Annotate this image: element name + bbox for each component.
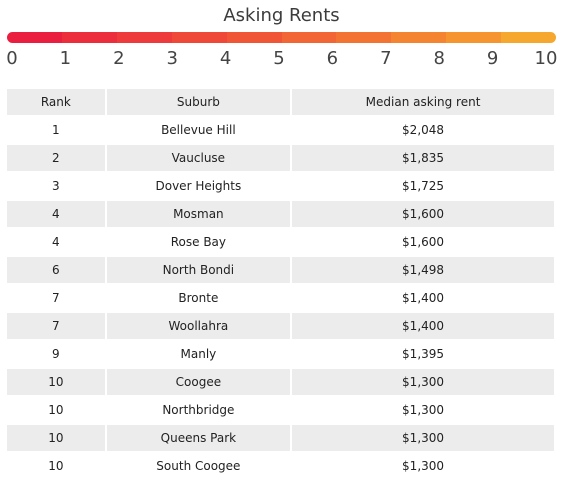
rent-cell: $1,395 [290, 341, 554, 367]
header-suburb: Suburb [104, 89, 291, 115]
header-median-asking-rent: Median asking rent [290, 89, 554, 115]
suburb-cell: Northbridge [104, 397, 290, 423]
rank-cell: 7 [7, 313, 105, 339]
scale-segment [61, 32, 117, 43]
rank-cell: 1 [52, 123, 60, 137]
rent-cell: $1,600 [290, 229, 554, 255]
scale-tick-label: 7 [380, 48, 392, 69]
rank-cell: 2 [7, 145, 105, 171]
table-header-row: Rank Suburb Median asking rent [7, 89, 554, 115]
rent-cell: $1,498 [290, 257, 554, 283]
rank-cell: 9 [52, 347, 60, 361]
scale-tick-label: 5 [273, 48, 285, 69]
rent-cell: $1,300 [290, 453, 554, 479]
suburb-cell: Rose Bay [104, 229, 290, 255]
scale-tick-label: 0 [6, 48, 18, 69]
scale-tick-label: 6 [326, 48, 339, 69]
rank-cell: 7 [52, 291, 60, 305]
scale-tick-label: 9 [486, 48, 499, 69]
rent-cell: $1,300 [290, 425, 554, 451]
color-scale-ticks: 0 1 2 3 4 5 6 7 8 9 10 [0, 48, 567, 72]
scale-segment [171, 32, 227, 43]
scale-segment [501, 32, 556, 43]
table-row: 10 Queens Park $1,300 [7, 425, 554, 451]
scale-tick-label: 8 [433, 48, 445, 69]
scale-segment [226, 32, 282, 43]
scale-tick-label: 1 [59, 48, 72, 69]
suburb-cell: Woollahra [104, 313, 291, 339]
rent-cell: $1,400 [290, 285, 554, 311]
scale-segment [116, 32, 172, 43]
table-row: 2 Vaucluse $1,835 [7, 145, 554, 171]
rank-cell: 10 [7, 425, 105, 451]
rent-cell: $1,300 [290, 397, 554, 423]
table-row: 1 Bellevue Hill $2,048 [7, 117, 554, 143]
scale-segment [336, 32, 392, 43]
suburb-cell: Queens Park [104, 425, 291, 451]
rank-cell: 4 [7, 201, 105, 227]
table-row: 10 Coogee $1,300 [7, 369, 554, 395]
scale-tick-label: 3 [166, 48, 178, 69]
scale-tick-label: 4 [219, 48, 232, 69]
scale-segment [7, 32, 62, 43]
suburb-cell: Bellevue Hill [104, 117, 290, 143]
table-row: 6 North Bondi $1,498 [7, 257, 554, 283]
color-scale-bar [7, 32, 556, 43]
table-row: 7 Woollahra $1,400 [7, 313, 554, 339]
rent-cell: $1,600 [290, 201, 554, 227]
rent-cell: $1,300 [290, 369, 554, 395]
table-row: 4 Rose Bay $1,600 [7, 229, 554, 255]
suburb-cell: Coogee [104, 369, 291, 395]
suburb-cell: Manly [104, 341, 290, 367]
rank-cell: 3 [52, 179, 60, 193]
table-row: 10 Northbridge $1,300 [7, 397, 554, 423]
scale-segment [446, 32, 502, 43]
scale-segment [281, 32, 337, 43]
scale-tick-label: 10 [534, 48, 558, 69]
rank-cell: 6 [7, 257, 105, 283]
rent-cell: $2,048 [290, 117, 554, 143]
rank-cell: 10 [48, 403, 64, 417]
rent-cell: $1,400 [290, 313, 554, 339]
scale-segment [391, 32, 447, 43]
suburb-cell: Vaucluse [104, 145, 291, 171]
table-row: 7 Bronte $1,400 [7, 285, 554, 311]
rank-cell: 4 [52, 235, 60, 249]
rank-cell: 10 [48, 459, 64, 473]
suburb-cell: South Coogee [104, 453, 290, 479]
table-row: 3 Dover Heights $1,725 [7, 173, 554, 199]
table-row: 9 Manly $1,395 [7, 341, 554, 367]
chart-title: Asking Rents [223, 5, 340, 26]
suburb-cell: Mosman [104, 201, 291, 227]
scale-tick-label: 2 [113, 48, 125, 69]
rent-cell: $1,725 [290, 173, 554, 199]
rents-table: Rank Suburb Median asking rent 1 Bellevue… [7, 87, 554, 481]
table-body: 1 Bellevue Hill $2,048 2 Vaucluse $1,835 3 Dove… [7, 117, 554, 479]
header-rank: Rank [7, 89, 105, 115]
rent-cell: $1,835 [290, 145, 554, 171]
table-row: 4 Mosman $1,600 [7, 201, 554, 227]
suburb-cell: Bronte [104, 285, 290, 311]
suburb-cell: North Bondi [104, 257, 291, 283]
table-row: 10 South Coogee $1,300 [7, 453, 554, 479]
suburb-cell: Dover Heights [104, 173, 290, 199]
rank-cell: 10 [7, 369, 105, 395]
